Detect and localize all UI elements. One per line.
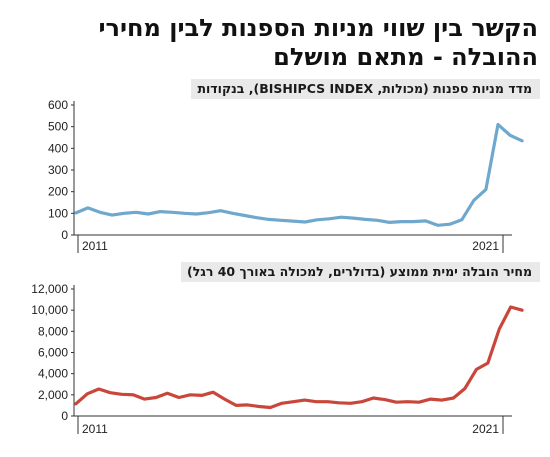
chart1-title: מדד מניות ספנות (מכולות, BISHIPCS INDEX)… [191, 79, 540, 99]
chart1-series-line [74, 122, 524, 227]
chart1-y-tick-label: 500 [48, 120, 68, 134]
chart2-x-tick-label: 2021 [472, 422, 499, 436]
chart2-y-tick-label: 8,000 [38, 324, 68, 338]
chart1-y-tick-label: 300 [48, 163, 68, 177]
chart2-y-tick-label: 4,000 [38, 367, 68, 381]
chart2-y-tick-label: 10,000 [31, 303, 68, 317]
chart1-y-tick-label: 100 [48, 206, 68, 220]
chart1-x-tick-label: 2011 [82, 239, 108, 253]
chart2-series-line [74, 305, 524, 410]
chart2-y-tick-label: 0 [61, 409, 68, 423]
chart2-y-tick-label: 6,000 [38, 346, 68, 360]
chart1-y-tick-label: 200 [48, 185, 68, 199]
chart2-y-tick-label: 12,000 [31, 282, 68, 296]
chart2-y-tick-label: 2,000 [38, 388, 68, 402]
chart1-y-tick-label: 0 [61, 228, 68, 242]
chart1-y-tick-label: 400 [48, 141, 68, 155]
chart1-x-tick-label: 2021 [472, 239, 499, 253]
chart2-x-tick-label: 2011 [82, 422, 108, 436]
page-title: הקשר בין שווי מניות הספנות לבין מחירי הה… [98, 14, 538, 71]
chart2-title: מחיר הובלה ימית ממוצע (בדולרים, למכולה ב… [180, 262, 540, 282]
chart1-y-tick-label: 600 [48, 98, 68, 112]
